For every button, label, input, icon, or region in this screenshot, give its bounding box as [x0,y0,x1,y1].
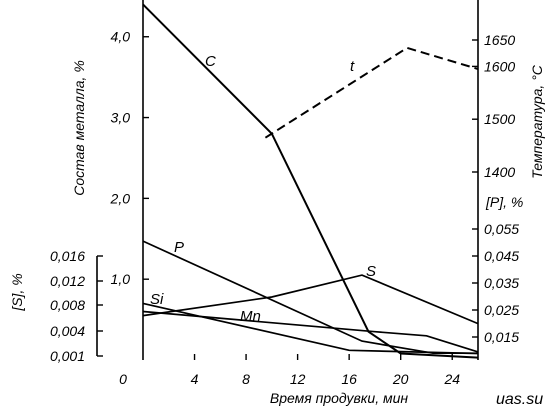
series-line-s [142,274,479,325]
temperature-tick-label: 1500 [484,111,515,127]
x-tick-label: 8 [242,371,250,387]
series-line-c [142,3,479,359]
temperature-axis-ticks: 1400 1500 1600 1650 [472,32,515,180]
x-tick-label: 0 [119,371,127,387]
series-label-c: C [205,53,216,70]
sulfur-axis-ticks: 0,001 0,004 0,008 0,012 0,016 [50,248,103,364]
x-tick-label: 4 [191,371,199,387]
series-label-si: Si [150,291,164,308]
phosphorus-tick-label: 0,045 [484,248,519,264]
x-tick-label: 12 [290,371,306,387]
phosphorus-tick-label: 0,055 [484,221,519,237]
x-axis-title: Время продувки, мин [270,390,408,406]
phosphorus-axis-title: [P], % [485,194,523,210]
series-line-si [142,302,479,355]
series-line-mn [142,310,479,353]
phosphorus-tick-label: 0,015 [484,329,519,345]
sulfur-tick-label: 0,004 [50,323,85,339]
sulfur-tick-label: 0,012 [50,273,85,289]
temperature-tick-label: 1400 [484,164,515,180]
series-label-mn: Mn [240,308,261,325]
temperature-axis-title: Температура, °С [529,64,545,179]
composition-tick-label: 2,0 [110,190,131,206]
series-label-s: S [366,263,376,280]
x-tick-label: 16 [341,371,357,387]
series-label-p: P [174,239,184,256]
composition-tick-label: 3,0 [111,110,131,126]
temperature-tick-label: 1600 [484,58,515,74]
composition-axis-title: Состав металла, % [71,60,87,196]
x-axis-ticks: 0 4 8 12 16 20 24 [119,354,460,387]
composition-tick-label: 4,0 [111,29,131,45]
composition-tick-label: 1,0 [111,271,131,287]
phosphorus-axis-ticks: 0,015 0,025 0,035 0,045 0,055 [472,221,519,345]
sulfur-axis-title: [S], % [9,273,25,311]
series-line-t [264,46,479,139]
series-label-t: t [350,58,355,75]
phosphorus-tick-label: 0,025 [484,302,519,318]
x-tick-label: 20 [392,371,409,387]
sulfur-tick-label: 0,016 [50,248,85,264]
phosphorus-tick-label: 0,035 [484,275,519,291]
watermark: uas.su [496,391,543,408]
series-group [142,3,479,359]
sulfur-tick-label: 0,008 [50,297,85,313]
sulfur-tick-label: 0,001 [50,348,85,364]
composition-axis-ticks: 1,0 2,0 3,0 4,0 [110,29,149,287]
x-tick-label: 24 [443,371,460,387]
temperature-tick-label: 1650 [484,32,515,48]
